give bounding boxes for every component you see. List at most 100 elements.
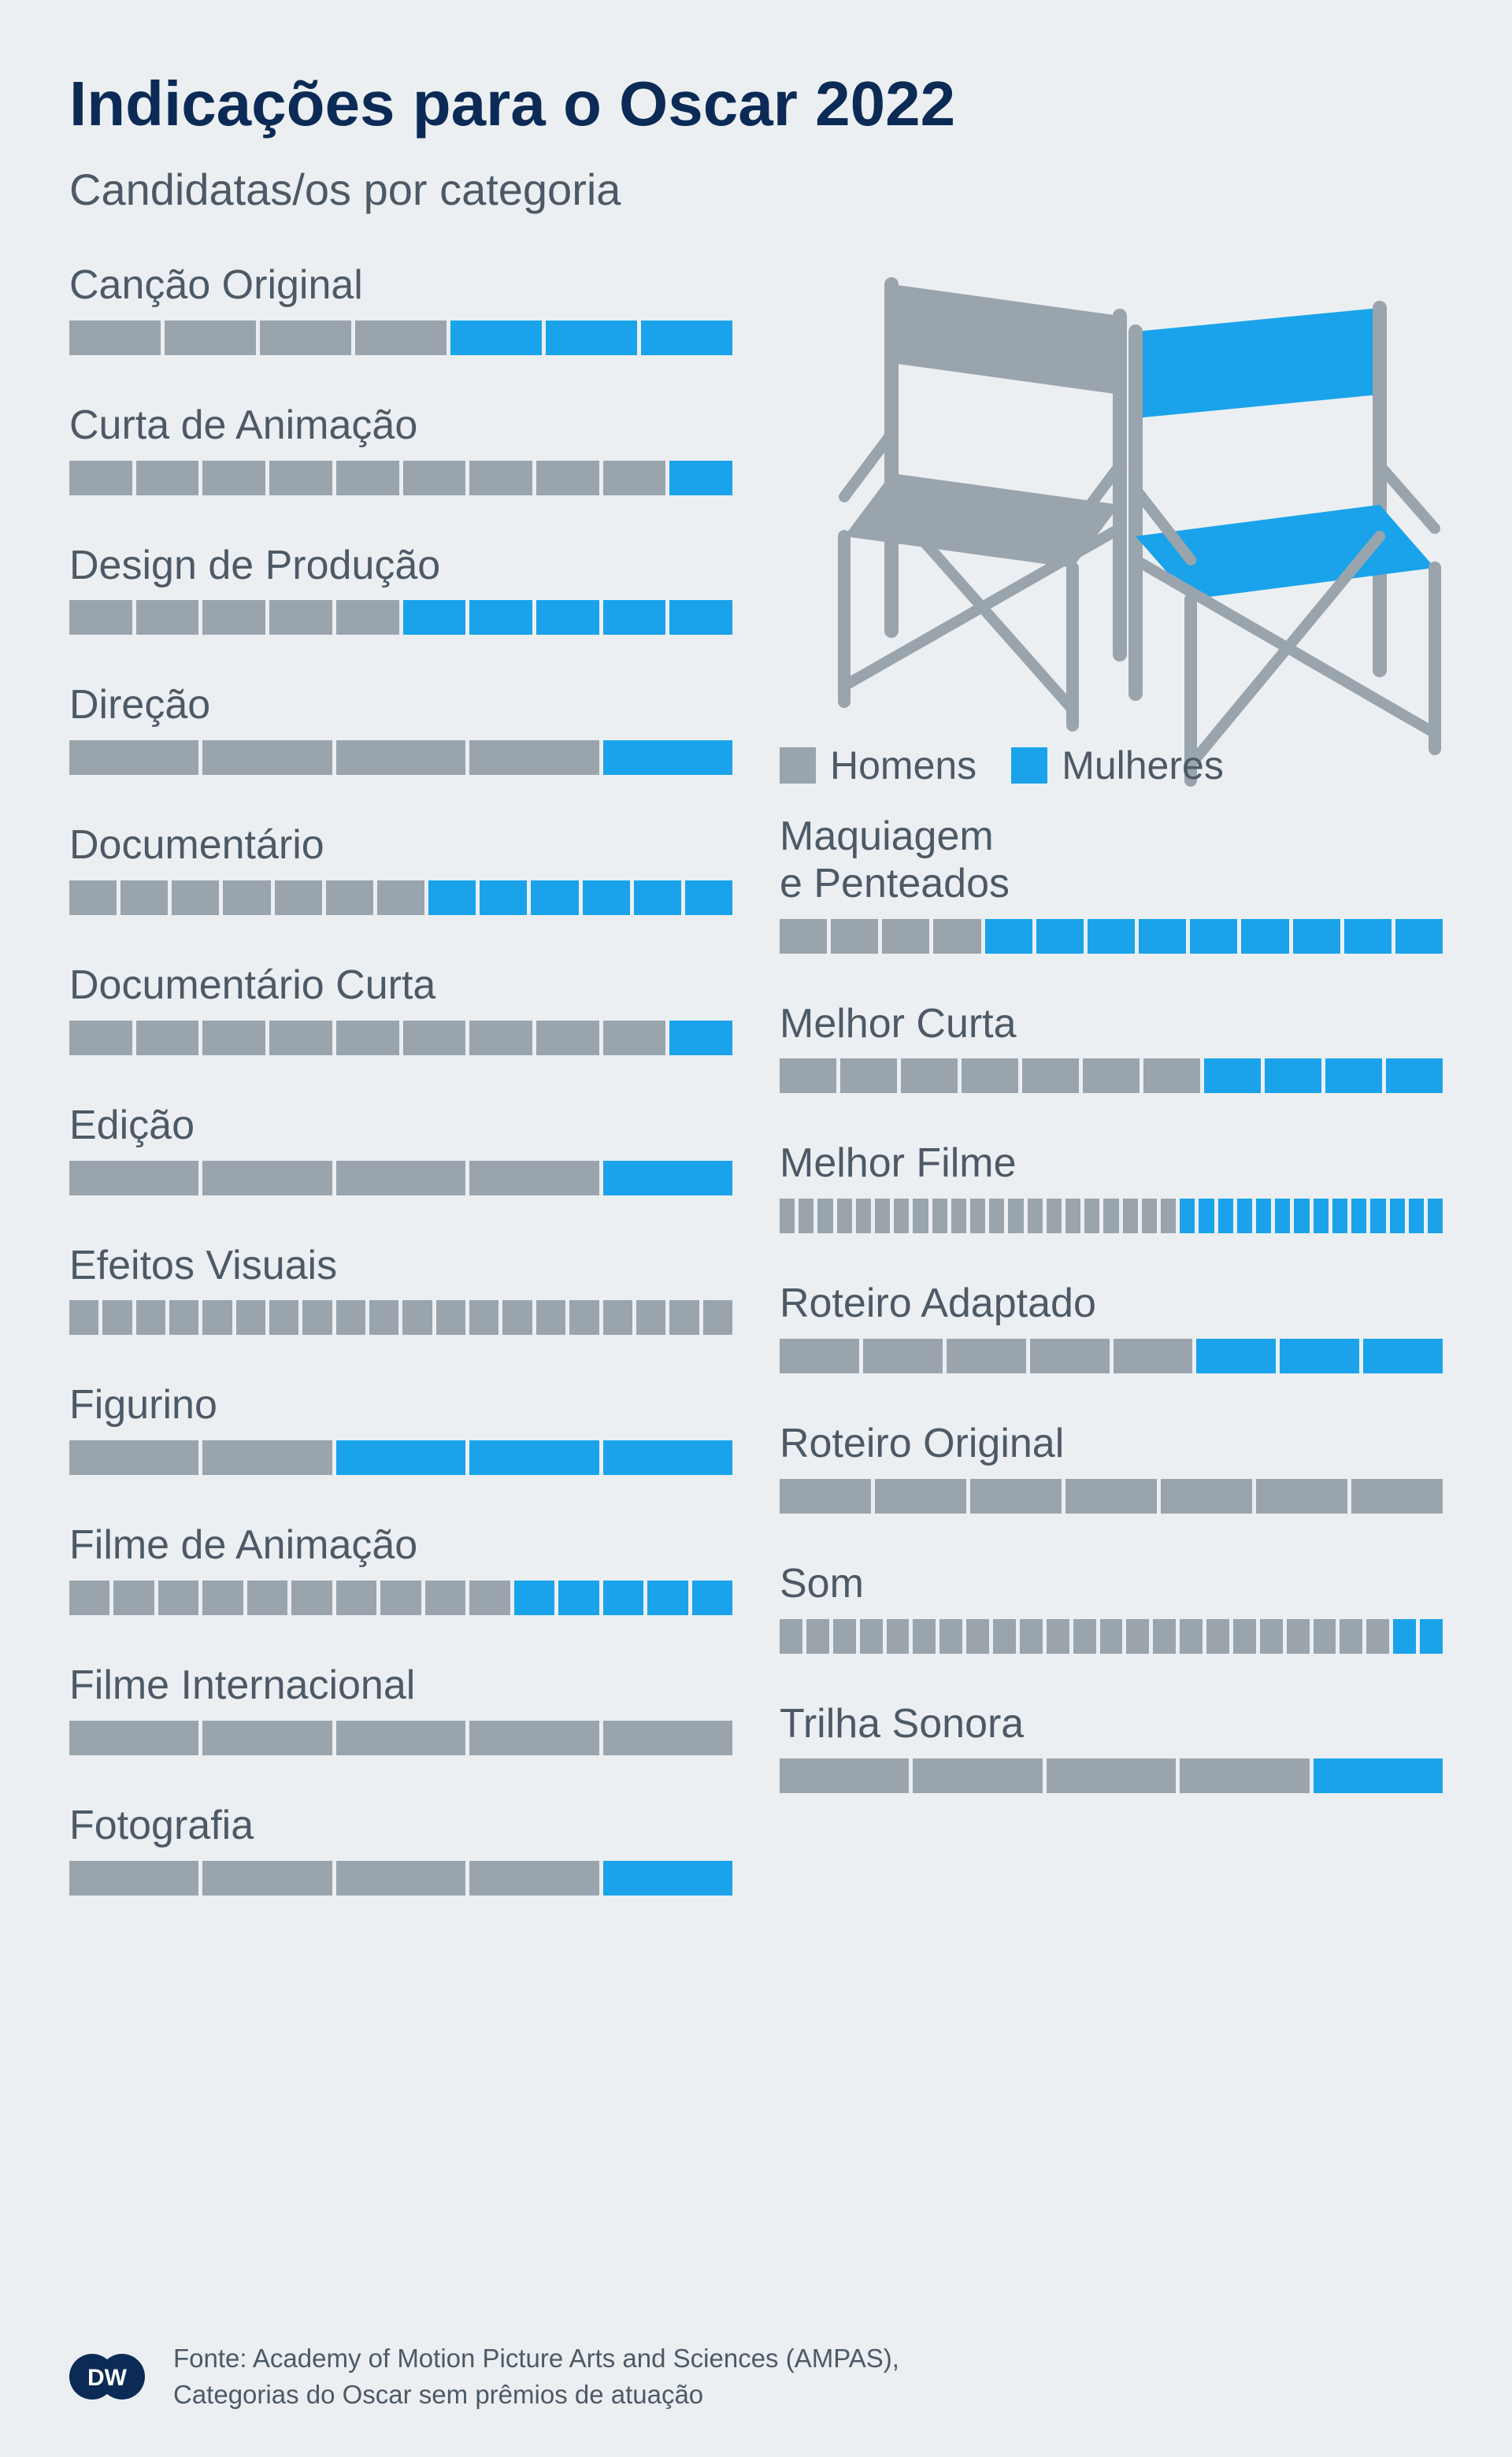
bar-segment-women bbox=[685, 880, 732, 915]
infographic-container: Indicações para o Oscar 2022 Candidatas/… bbox=[0, 0, 1512, 2457]
category-label: Figurino bbox=[69, 1382, 732, 1429]
bar-segment-men bbox=[780, 1758, 909, 1793]
bar-segment-women bbox=[536, 600, 599, 635]
bar-segment-men bbox=[1351, 1479, 1443, 1514]
bar-segment-women bbox=[1280, 1339, 1359, 1373]
bar-segment-men bbox=[469, 461, 532, 495]
bar-segment-men bbox=[1047, 1199, 1062, 1233]
bar-segment-men bbox=[236, 1300, 265, 1335]
bar-segment-men bbox=[69, 461, 132, 495]
bar-segment-men bbox=[1161, 1199, 1176, 1233]
bar-segment-men bbox=[1028, 1199, 1043, 1233]
bar-segment-men bbox=[113, 1581, 154, 1615]
segmented-bar bbox=[69, 321, 732, 355]
bar-segment-men bbox=[202, 461, 265, 495]
bar-segment-men bbox=[894, 1199, 909, 1233]
bar-segment-men bbox=[69, 1721, 198, 1755]
bar-segment-women bbox=[1204, 1058, 1261, 1093]
bar-segment-men bbox=[202, 1581, 243, 1615]
category-label: Edição bbox=[69, 1102, 732, 1150]
category-label: Curta de Animação bbox=[69, 402, 732, 450]
bar-segment-men bbox=[469, 740, 598, 775]
bar-segment-women bbox=[647, 1581, 687, 1615]
category: Edição bbox=[69, 1102, 732, 1195]
bar-segment-women bbox=[1363, 1339, 1443, 1373]
bar-segment-men bbox=[970, 1479, 1062, 1514]
bar-segment-men bbox=[966, 1619, 989, 1654]
category-label: Documentário bbox=[69, 822, 732, 869]
bar-segment-men bbox=[202, 1300, 232, 1335]
bar-segment-women bbox=[546, 321, 637, 355]
bar-segment-men bbox=[202, 1161, 332, 1195]
bar-segment-men bbox=[1047, 1619, 1069, 1654]
segmented-bar bbox=[69, 1721, 732, 1755]
director-chairs-icon bbox=[813, 253, 1458, 804]
bar-segment-men bbox=[817, 1199, 832, 1233]
bar-segment-men bbox=[403, 1021, 466, 1055]
bar-segment-men bbox=[1180, 1758, 1309, 1793]
bar-segment-men bbox=[69, 321, 161, 355]
category: Documentário bbox=[69, 822, 732, 915]
page-title: Indicações para o Oscar 2022 bbox=[69, 69, 1443, 139]
bar-segment-men bbox=[469, 1300, 498, 1335]
bar-segment-men bbox=[887, 1619, 910, 1654]
bar-segment-women bbox=[1293, 919, 1340, 954]
bar-segment-men bbox=[369, 1300, 398, 1335]
bar-segment-women bbox=[669, 1021, 732, 1055]
bar-segment-men bbox=[962, 1058, 1018, 1093]
bar-segment-women bbox=[1409, 1199, 1424, 1233]
bar-segment-men bbox=[425, 1581, 465, 1615]
footer-text: Fonte: Academy of Motion Picture Arts an… bbox=[173, 2340, 899, 2413]
category-label: Som bbox=[780, 1561, 1443, 1608]
bar-segment-men bbox=[69, 600, 132, 635]
category: Melhor Curta bbox=[780, 1001, 1443, 1094]
category: Filme de Animação bbox=[69, 1522, 732, 1615]
bar-segment-men bbox=[913, 1619, 936, 1654]
category: Fotografia bbox=[69, 1803, 732, 1896]
bar-segment-men bbox=[269, 461, 332, 495]
bar-segment-men bbox=[136, 1300, 165, 1335]
category-label: Trilha Sonora bbox=[780, 1701, 1443, 1748]
bar-segment-women bbox=[1196, 1339, 1276, 1373]
bar-segment-men bbox=[901, 1058, 958, 1093]
segmented-bar bbox=[69, 1300, 732, 1335]
segmented-bar bbox=[69, 880, 732, 915]
category: Roteiro Adaptado bbox=[780, 1280, 1443, 1373]
bar-segment-men bbox=[875, 1199, 890, 1233]
bar-segment-women bbox=[450, 321, 542, 355]
bar-segment-women bbox=[531, 880, 578, 915]
legend: Homens Mulheres bbox=[780, 743, 1224, 788]
segmented-bar bbox=[69, 1021, 732, 1055]
bar-segment-men bbox=[603, 1721, 732, 1755]
segmented-bar bbox=[780, 1758, 1443, 1793]
bar-segment-women bbox=[469, 1440, 598, 1475]
bar-segment-women bbox=[558, 1581, 598, 1615]
bar-segment-women bbox=[480, 880, 527, 915]
bar-segment-men bbox=[1083, 1058, 1140, 1093]
bar-segment-men bbox=[336, 1300, 365, 1335]
bar-segment-men bbox=[947, 1339, 1026, 1373]
bar-segment-women bbox=[1088, 919, 1135, 954]
bar-segment-women bbox=[1139, 919, 1186, 954]
bar-segment-women bbox=[1351, 1199, 1366, 1233]
segmented-bar bbox=[780, 919, 1443, 954]
bar-segment-men bbox=[291, 1581, 332, 1615]
dw-logo-icon: DW bbox=[69, 2354, 145, 2400]
bar-segment-men bbox=[1233, 1619, 1256, 1654]
category: Melhor Filme bbox=[780, 1140, 1443, 1233]
bar-segment-men bbox=[780, 1339, 859, 1373]
right-categories: Maquiagem e PenteadosMelhor CurtaMelhor … bbox=[780, 813, 1443, 1840]
bar-segment-women bbox=[1036, 919, 1084, 954]
bar-segment-women bbox=[1390, 1199, 1405, 1233]
bar-segment-men bbox=[402, 1300, 432, 1335]
category: Direção bbox=[69, 682, 732, 775]
bar-segment-men bbox=[69, 880, 117, 915]
category-label: Melhor Filme bbox=[780, 1140, 1443, 1188]
bar-segment-women bbox=[1370, 1199, 1385, 1233]
bar-segment-women bbox=[1237, 1199, 1252, 1233]
bar-segment-men bbox=[1065, 1199, 1080, 1233]
bar-segment-men bbox=[302, 1300, 332, 1335]
bar-segment-men bbox=[536, 1021, 599, 1055]
bar-segment-men bbox=[469, 1861, 598, 1896]
bar-segment-women bbox=[603, 1161, 732, 1195]
